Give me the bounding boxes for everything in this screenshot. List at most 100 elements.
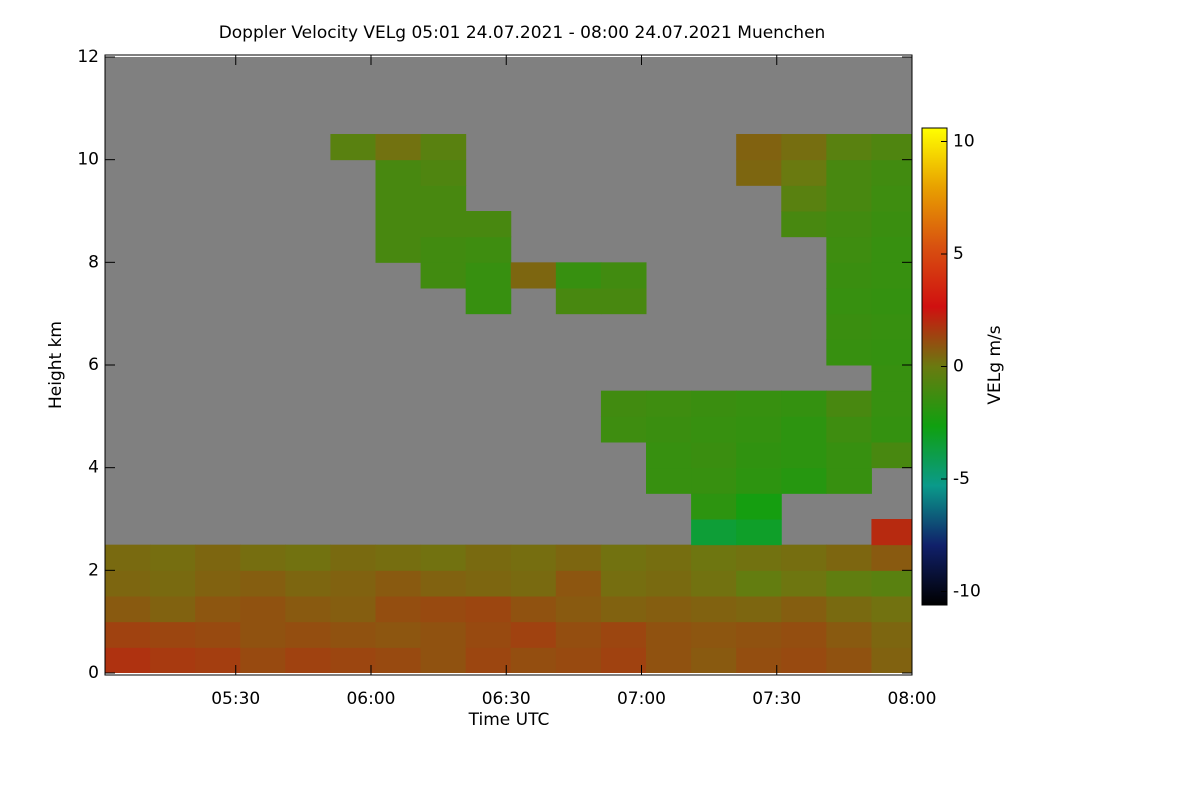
colorbar-label: VELg m/s [985, 325, 1005, 404]
heat-cell [871, 134, 912, 161]
heat-cell [871, 442, 912, 469]
heat-cell [736, 544, 782, 571]
heat-cell [781, 621, 827, 648]
heat-cell [781, 416, 827, 443]
heat-cell [736, 596, 782, 623]
heat-cell [420, 185, 467, 212]
heat-cell [691, 442, 737, 469]
heat-cell [600, 390, 647, 417]
heat-cell [826, 390, 872, 417]
heat-cell [736, 416, 782, 443]
y-tick-label: 6 [88, 355, 99, 375]
heat-cell [285, 544, 331, 571]
heat-cell [781, 570, 827, 597]
heat-cell [150, 647, 196, 673]
heat-cell [871, 185, 912, 212]
heat-cell [781, 544, 827, 571]
heat-cell [195, 596, 241, 623]
heat-cell [781, 467, 827, 494]
heat-cell [555, 262, 602, 289]
heat-cell [420, 236, 467, 263]
colorbar-tick-label: 5 [953, 244, 964, 264]
heat-cell [781, 596, 827, 623]
heat-cell [871, 544, 912, 571]
heat-cell [691, 596, 737, 623]
heat-cell [646, 390, 692, 417]
heat-cell [465, 596, 512, 623]
heat-cell [826, 288, 872, 315]
heat-cell [871, 570, 912, 597]
heat-cell [871, 236, 912, 263]
heat-cell [826, 185, 872, 212]
heat-cell [420, 596, 467, 623]
heat-cell [285, 596, 331, 623]
y-tick-label: 8 [88, 252, 99, 272]
heat-cell [420, 647, 467, 673]
heat-cell [465, 236, 512, 263]
heat-cell [691, 493, 737, 520]
heat-cell [555, 288, 602, 315]
heat-cell [465, 570, 512, 597]
heat-cell [330, 596, 377, 623]
heat-cell [330, 647, 377, 673]
heat-cell [600, 544, 647, 571]
heat-cell [871, 262, 912, 289]
heat-cell [555, 596, 602, 623]
heat-cell [375, 621, 422, 648]
heat-cell [691, 416, 737, 443]
heat-cell [600, 262, 647, 289]
heat-cell [600, 621, 647, 648]
heat-cell [826, 313, 872, 340]
heat-cell [826, 442, 872, 469]
y-tick-label: 2 [88, 560, 99, 580]
heat-cell [691, 467, 737, 494]
colorbar-tick-label: -10 [953, 582, 981, 602]
y-tick-label: 0 [88, 663, 99, 683]
heat-cell [826, 236, 872, 263]
heat-cell [691, 621, 737, 648]
heat-cell [691, 390, 737, 417]
heat-cell [195, 621, 241, 648]
heat-cell [736, 467, 782, 494]
heat-cell [420, 211, 467, 238]
heat-cell [781, 159, 827, 186]
heat-cell [871, 519, 912, 546]
chart-title: Doppler Velocity VELg 05:01 24.07.2021 -… [219, 23, 826, 43]
heat-cell [826, 159, 872, 186]
heat-cell [555, 621, 602, 648]
heat-cell [736, 570, 782, 597]
heat-cell [691, 519, 737, 546]
y-tick-label: 10 [77, 150, 99, 170]
heat-cell [420, 621, 467, 648]
heat-cell [420, 544, 467, 571]
heat-cell [826, 467, 872, 494]
x-tick-label: 07:30 [752, 689, 801, 709]
heat-cell [871, 390, 912, 417]
x-tick-label: 05:30 [211, 689, 260, 709]
y-tick-label: 4 [88, 458, 99, 478]
heat-cell [826, 416, 872, 443]
heat-cell [646, 570, 692, 597]
heat-cell [826, 647, 872, 673]
heat-cell [285, 621, 331, 648]
heat-cell [871, 365, 912, 392]
heat-cell [781, 185, 827, 212]
heat-cell [375, 544, 422, 571]
heat-cell [826, 211, 872, 238]
heat-cell [150, 570, 196, 597]
heat-cell [600, 288, 647, 315]
heat-cell [736, 493, 782, 520]
heat-cell [420, 262, 467, 289]
heat-cell [105, 544, 151, 571]
heat-cell [646, 596, 692, 623]
heat-cell [871, 416, 912, 443]
x-tick-label: 08:00 [888, 689, 937, 709]
heat-cell [465, 211, 512, 238]
heat-cell [195, 544, 241, 571]
heat-cell [240, 621, 286, 648]
heat-cell [105, 570, 151, 597]
heat-cell [826, 339, 872, 366]
heat-cell [510, 647, 557, 673]
heat-cell [465, 621, 512, 648]
heat-cell [781, 211, 827, 238]
